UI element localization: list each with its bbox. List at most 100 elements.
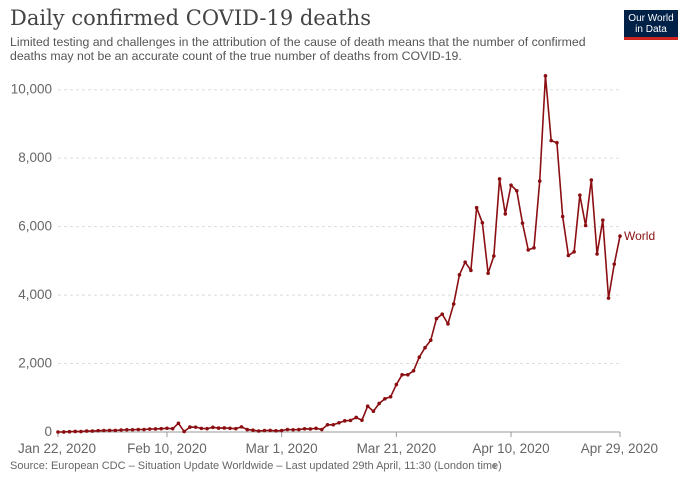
data-point <box>199 426 204 431</box>
x-tick-label: Feb 10, 2020 <box>127 441 207 456</box>
data-point <box>107 428 112 433</box>
data-point <box>331 422 336 427</box>
data-point <box>434 316 439 321</box>
logo-line-1: Our World <box>628 13 674 24</box>
data-point <box>130 427 135 432</box>
data-point <box>251 428 255 433</box>
chart-title: Daily confirmed COVID-19 deaths <box>10 6 371 30</box>
data-point <box>417 355 422 359</box>
data-point <box>543 74 548 78</box>
data-point <box>302 426 307 431</box>
series-label: World <box>624 229 655 243</box>
data-point <box>165 426 169 431</box>
y-tick-label: 2,000 <box>18 356 52 371</box>
x-tick-label: Apr 29, 2020 <box>581 441 658 456</box>
data-point <box>451 302 456 306</box>
series-world: World <box>56 74 655 434</box>
y-tick-label: 0 <box>44 424 52 439</box>
data-point <box>606 296 611 300</box>
data-point <box>153 427 158 431</box>
data-point <box>440 312 445 316</box>
data-point <box>360 418 364 423</box>
source-footer: Source: European CDC – Situation Update … <box>10 460 502 472</box>
x-tick-label: Jan 22, 2020 <box>18 441 96 456</box>
data-point <box>612 262 617 266</box>
data-point <box>514 188 519 193</box>
data-point <box>509 183 513 187</box>
y-tick-label: 8,000 <box>18 150 52 165</box>
data-point <box>480 220 485 225</box>
data-point <box>492 254 496 258</box>
data-point <box>216 426 221 430</box>
data-point <box>314 426 318 431</box>
data-point <box>377 401 381 406</box>
y-axis-ticks: 0 2,000 4,000 6,000 8,000 10,000 <box>11 82 52 439</box>
data-point <box>325 422 330 427</box>
data-point <box>182 429 186 434</box>
data-point <box>233 426 238 431</box>
data-point <box>618 234 622 238</box>
data-point <box>474 205 479 210</box>
data-point <box>595 252 599 256</box>
data-point <box>274 429 278 433</box>
data-point <box>159 426 164 431</box>
data-point <box>457 273 462 277</box>
data-point <box>600 218 605 222</box>
y-tick-label: 4,000 <box>18 287 52 302</box>
x-tick-label: Mar 1, 2020 <box>246 441 318 456</box>
data-point <box>371 409 376 414</box>
data-point <box>486 271 490 276</box>
data-point <box>297 427 301 432</box>
data-point <box>222 426 227 430</box>
data-point <box>228 426 232 431</box>
data-point <box>56 430 60 434</box>
data-point <box>394 382 399 387</box>
data-point <box>446 322 450 326</box>
data-point <box>555 140 559 145</box>
data-point <box>566 253 571 258</box>
data-point <box>400 373 404 377</box>
data-point <box>383 396 387 401</box>
data-point <box>285 427 290 432</box>
gridlines <box>58 89 620 433</box>
data-point <box>245 427 250 432</box>
data-point <box>532 246 536 250</box>
data-point <box>256 429 261 433</box>
data-point <box>411 368 416 373</box>
data-point <box>497 177 502 181</box>
y-tick-label: 6,000 <box>18 219 52 234</box>
data-point <box>388 395 393 399</box>
data-point <box>188 425 192 429</box>
data-point <box>262 428 267 433</box>
data-point <box>291 427 295 432</box>
data-point <box>193 425 198 429</box>
data-point <box>319 427 324 432</box>
x-tick-label: Mar 21, 2020 <box>357 441 437 456</box>
data-point <box>348 418 353 423</box>
data-point <box>342 419 347 423</box>
x-axis-ticks: Jan 22, 2020 Feb 10, 2020 Mar 1, 2020 Mar 2… <box>18 432 658 456</box>
logo-accent-bar <box>624 37 678 40</box>
data-point <box>73 429 78 434</box>
data-point <box>428 338 433 343</box>
series-line <box>57 75 621 433</box>
data-point <box>354 415 359 420</box>
owid-logo[interactable]: Our World in Data <box>624 10 678 40</box>
data-point <box>560 214 565 219</box>
data-point <box>279 428 284 433</box>
data-point <box>463 260 467 264</box>
data-point <box>469 268 473 273</box>
data-point <box>406 373 410 377</box>
data-point <box>79 429 83 434</box>
x-tick-label: Apr 10, 2020 <box>472 441 549 456</box>
data-point <box>211 425 215 430</box>
data-point <box>113 428 118 433</box>
data-point <box>308 427 313 431</box>
data-point <box>365 404 370 409</box>
data-point <box>572 249 576 254</box>
data-point <box>147 427 152 431</box>
data-point <box>526 248 531 252</box>
data-point <box>268 428 272 433</box>
data-point <box>520 221 525 225</box>
